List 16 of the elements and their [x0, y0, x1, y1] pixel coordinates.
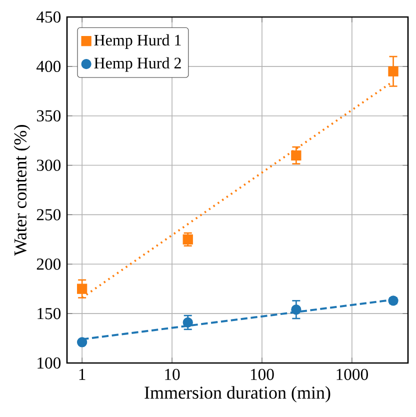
legend-label: Hemp Hurd 2 — [94, 57, 181, 72]
legend-label: Hemp Hurd 1 — [94, 34, 181, 49]
y-tick-label: 400 — [36, 60, 61, 72]
y-tick-label: 450 — [36, 11, 61, 23]
x-tick-label: 10 — [165, 368, 180, 380]
y-axis-title: Water content (%) — [14, 125, 30, 256]
y-tick-label: 350 — [36, 110, 61, 122]
y-tick-label: 250 — [36, 209, 61, 220]
x-tick-label: 1 — [79, 368, 86, 380]
x-axis-title: Immersion duration (min) — [144, 386, 330, 402]
y-tick-label: 300 — [36, 160, 61, 171]
y-tick-label: 150 — [38, 308, 61, 320]
y-tick-label: 200 — [36, 258, 61, 270]
y-tick-label: 100 — [38, 357, 61, 369]
x-tick-label: 1000 — [336, 368, 368, 380]
x-tick-label: 100 — [250, 368, 274, 380]
